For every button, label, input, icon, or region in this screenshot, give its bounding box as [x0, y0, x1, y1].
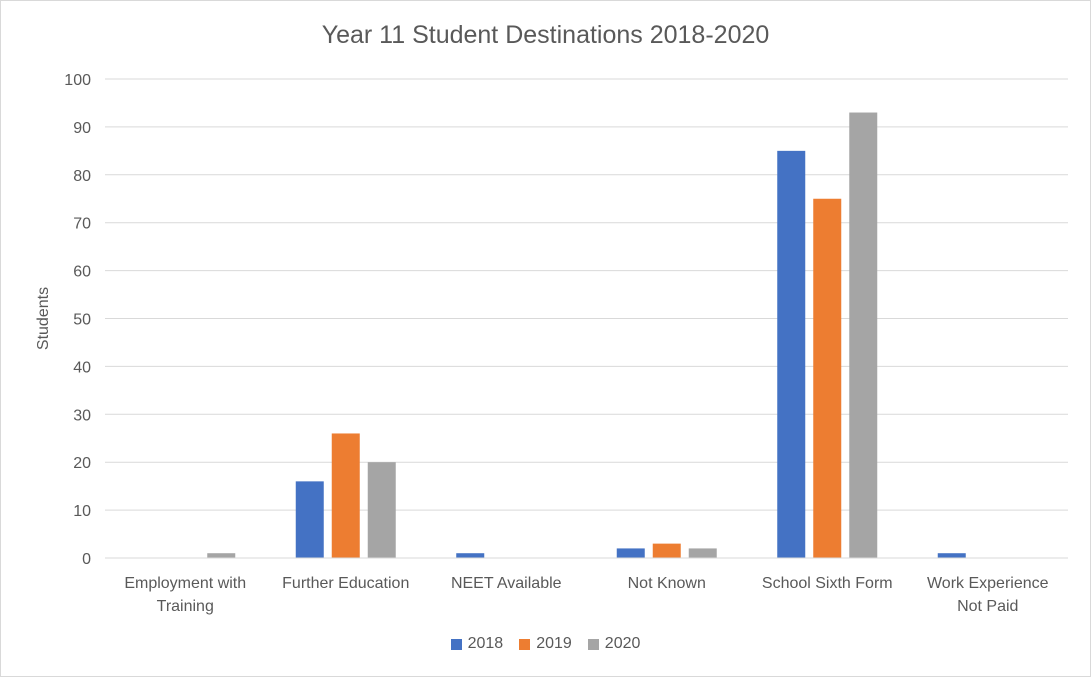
legend-item-2018: 2018	[450, 635, 504, 653]
bar-2019-1	[331, 433, 360, 558]
legend-swatch-2018	[450, 638, 462, 650]
y-tick-label-70: 70	[73, 216, 91, 233]
y-tick-label-10: 10	[73, 503, 91, 520]
y-tick-label-0: 0	[82, 551, 91, 568]
bar-2020-1	[367, 462, 396, 558]
y-tick-label-60: 60	[73, 264, 91, 281]
legend-item-2019: 2019	[519, 635, 572, 653]
bar-2020-3	[688, 548, 717, 558]
bar-2018-3	[616, 548, 645, 558]
x-tick-label-1-0: Further Education	[282, 575, 409, 592]
y-tick-label-90: 90	[73, 120, 91, 137]
legend-item-2020: 2020	[587, 635, 641, 653]
x-tick-label-3-0: Not Known	[628, 575, 706, 592]
bar-2020-0	[207, 553, 236, 558]
x-tick-label-2-0: NEET Available	[451, 575, 562, 592]
chart-title: Year 11 Student Destinations 2018-2020	[321, 21, 770, 49]
y-tick-label-40: 40	[73, 359, 91, 376]
y-tick-label-30: 30	[73, 407, 91, 424]
legend-label-2018: 2018	[467, 635, 504, 652]
bar-2018-4	[777, 150, 806, 558]
bar-2018-5	[937, 553, 966, 558]
x-tick-label-4-0: School Sixth Form	[762, 575, 893, 592]
bar-2019-3	[652, 543, 681, 558]
x-tick-label-0-0: Employment with	[124, 575, 246, 592]
y-tick-label-80: 80	[73, 168, 91, 185]
legend-swatch-2020	[587, 638, 599, 650]
bar-2019-4	[813, 198, 842, 558]
bar-2020-4	[849, 112, 878, 558]
x-tick-label-0-1: Training	[157, 598, 214, 615]
y-tick-label-20: 20	[73, 455, 91, 472]
legend: 2018 2019 2020	[1, 635, 1090, 653]
bar-2018-1	[295, 481, 324, 558]
y-axis-title: Students	[35, 287, 52, 350]
x-tick-label-5-0: Work Experience	[927, 575, 1049, 592]
legend-label-2019: 2019	[536, 635, 572, 652]
y-tick-label-100: 100	[64, 72, 91, 89]
y-tick-label-50: 50	[73, 312, 91, 329]
bar-2018-2	[456, 553, 485, 558]
legend-label-2020: 2020	[604, 635, 641, 652]
legend-swatch-2019	[519, 638, 531, 650]
x-tick-label-5-1: Not Paid	[957, 598, 1018, 615]
